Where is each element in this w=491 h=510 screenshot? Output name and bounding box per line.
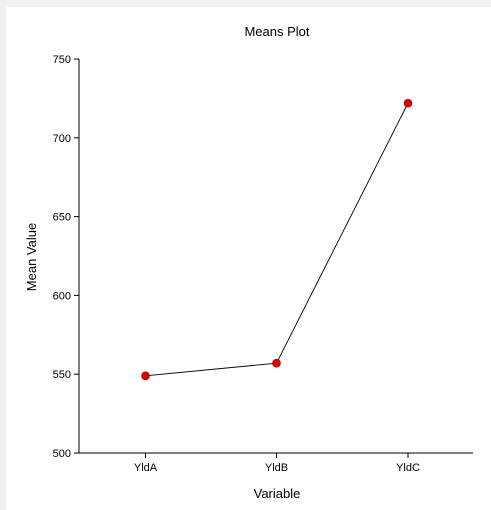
x-tick-label: YldA [134,462,158,474]
y-tick-label: 550 [53,369,71,381]
y-tick-label: 600 [53,290,71,302]
x-tick-label: YldC [396,462,420,474]
y-axis-label: Mean Value [24,223,39,291]
series-means [141,98,413,381]
data-point [272,358,281,368]
y-tick-label: 750 [53,54,71,66]
data-point [403,98,413,108]
means-line [145,102,409,377]
axes [78,59,473,454]
x-axis-label: Variable [254,486,301,501]
y-tick-label: 700 [53,133,71,145]
x-ticks: YldA YldB YldC [134,453,420,474]
data-point [141,371,150,381]
y-tick-label: 650 [53,212,71,224]
chart-title: Means Plot [244,24,309,39]
y-ticks: 500 550 600 650 700 750 [53,54,79,460]
means-plot-chart: Means Plot Variable Mean Value 500 550 600… [24,24,473,501]
x-tick-label: YldB [265,462,288,474]
y-tick-label: 500 [53,448,71,460]
chart-frame: Means Plot Variable Mean Value 500 550 600… [6,7,491,510]
